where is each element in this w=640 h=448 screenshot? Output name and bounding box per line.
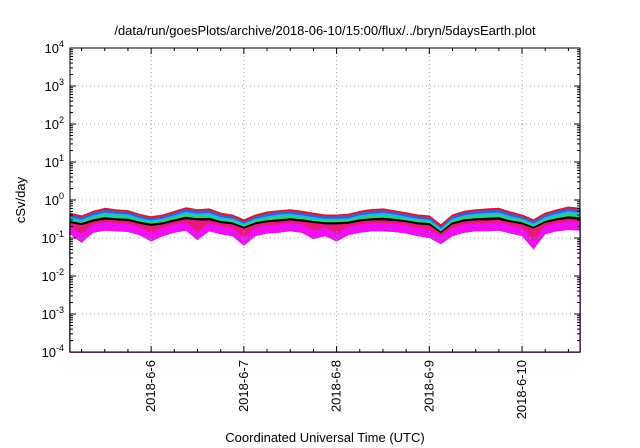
series-layer — [69, 206, 581, 353]
y-tick-label: 10-2 — [42, 267, 64, 284]
y-axis: 10-4 10-3 10-2 10-1 100 101 102 103 104 — [42, 39, 580, 360]
y-tick-label: 10-3 — [42, 305, 64, 322]
y-tick-label: 10-1 — [42, 229, 64, 246]
x-axis-label: Coordinated Universal Time (UTC) — [225, 430, 424, 445]
y-tick-label: 104 — [45, 39, 64, 56]
chart-title: /data/run/goesPlots/archive/2018-06-10/1… — [114, 23, 536, 38]
y-tick-label: 100 — [45, 191, 64, 208]
y-tick-label: 10-4 — [42, 343, 64, 360]
y-tick-label: 103 — [45, 77, 64, 94]
x-tick-label: 2018-6-8 — [329, 360, 344, 412]
x-tick-label: 2018-6-6 — [143, 360, 158, 412]
x-axis: 2018-6-6 2018-6-7 2018-6-8 2018-6-9 2018-6-1… — [81, 48, 569, 419]
x-tick-label: 2018-6-10 — [514, 360, 529, 419]
y-tick-label: 102 — [45, 115, 64, 132]
x-tick-label: 2018-6-9 — [421, 360, 436, 412]
series-baseline-mask — [70, 230, 580, 352]
x-tick-label: 2018-6-7 — [236, 360, 251, 412]
y-axis-label: cSv/day — [13, 176, 28, 223]
y-tick-label: 101 — [45, 153, 64, 170]
